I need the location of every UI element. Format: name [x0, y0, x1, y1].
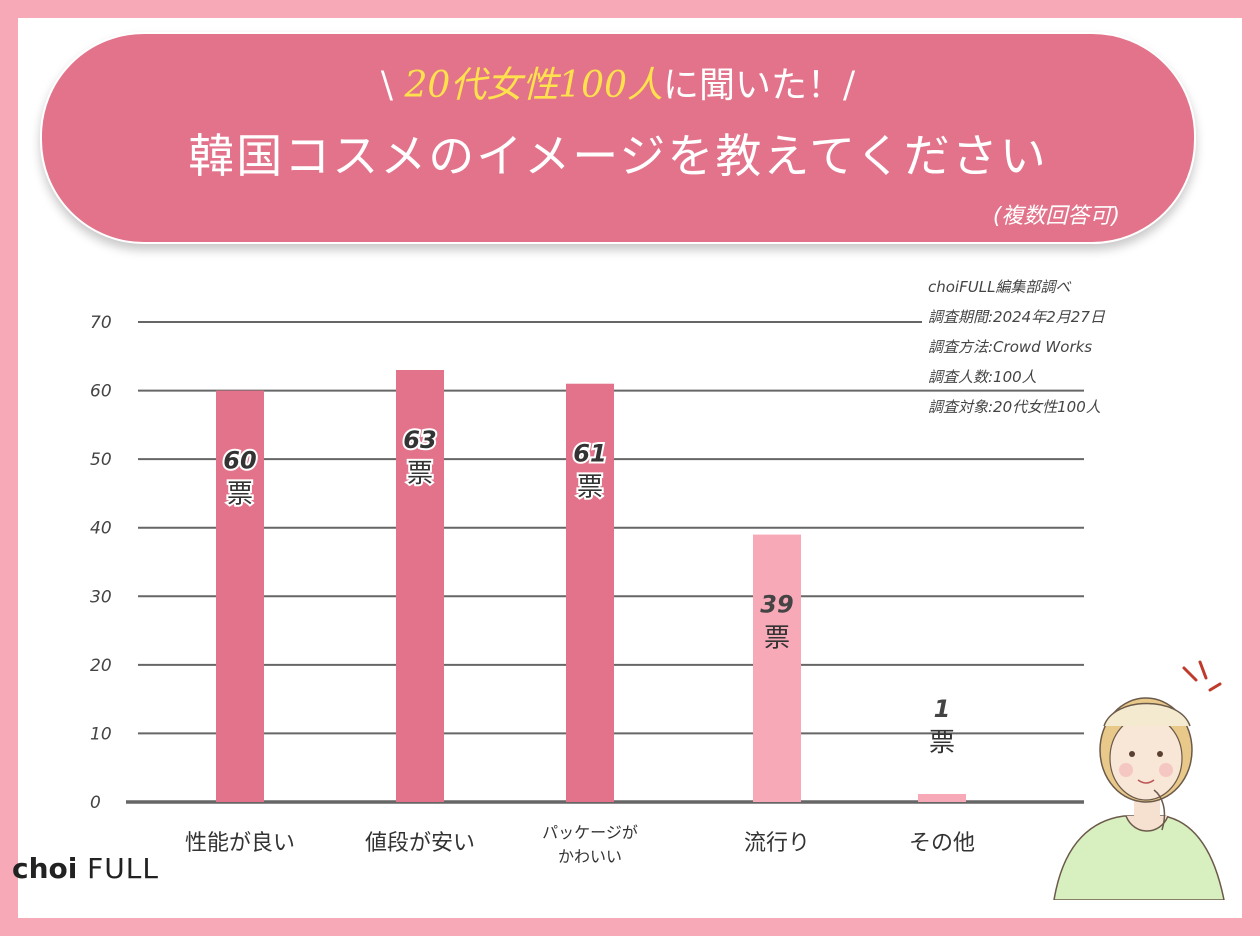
- title-banner: \ 20代女性100人に聞いた！/ 韓国コスメのイメージを教えてください (複数…: [40, 32, 1196, 244]
- bar-0: [216, 390, 264, 802]
- banner-subtitle: \ 20代女性100人に聞いた！/: [42, 56, 1194, 108]
- brand-logo-choi: choi: [12, 852, 78, 885]
- y-tick-label: 30: [90, 587, 112, 607]
- banner-subtitle-suffix: に聞いた！/: [662, 65, 856, 106]
- x-category-label: 値段が安い: [365, 831, 475, 856]
- bar-unit-label: 票: [227, 480, 253, 510]
- bar-1: [396, 370, 444, 802]
- bar-unit-label: 票: [929, 728, 955, 758]
- y-tick-label: 70: [90, 313, 112, 333]
- y-tick-label: 20: [90, 656, 112, 676]
- bar-3: [753, 534, 801, 802]
- bar-2: [566, 383, 614, 802]
- bar-value-label: 1: [934, 695, 951, 723]
- bar-unit-label: 票: [577, 473, 603, 503]
- survey-target: 調査対象:20代女性100人: [928, 398, 1101, 416]
- bar-unit-label: 票: [407, 459, 433, 489]
- x-category-label: 流行り: [744, 831, 810, 856]
- y-tick-label: 40: [90, 519, 112, 539]
- survey-source: choiFULL編集部調べ: [928, 278, 1071, 296]
- survey-method: 調査方法:Crowd Works: [928, 338, 1093, 356]
- x-category-label: パッケージがかわいい: [542, 823, 638, 866]
- multiple-answer-note: (複数回答可): [992, 204, 1120, 229]
- y-tick-label: 0: [90, 793, 101, 813]
- x-category-label: 性能が良い: [185, 831, 295, 856]
- bar-4: [918, 794, 966, 802]
- bar-unit-label: 票: [764, 624, 790, 654]
- brand-logo: choi FULL: [12, 852, 159, 885]
- banner-subtitle-prefix: \: [380, 65, 405, 106]
- survey-count: 調査人数:100人: [928, 368, 1037, 386]
- woman-illustration: [1053, 660, 1225, 900]
- survey-period: 調査期間:2024年2月27日: [928, 308, 1105, 326]
- y-tick-label: 50: [90, 450, 112, 470]
- bar-value-label: 39: [760, 591, 793, 619]
- bar-value-label: 60: [223, 447, 256, 475]
- banner-subtitle-highlight: 20代女性100人: [404, 65, 663, 106]
- bar-value-label: 61: [573, 440, 606, 468]
- bar-value-label: 63: [403, 426, 436, 454]
- survey-info: choiFULL編集部調べ 調査期間:2024年2月27日 調査方法:Crowd…: [928, 272, 1105, 422]
- x-category-label: その他: [909, 831, 975, 856]
- y-tick-label: 60: [90, 382, 112, 402]
- chart-title: 韓国コスメのイメージを教えてください: [188, 129, 1048, 183]
- brand-logo-full: FULL: [87, 852, 159, 885]
- y-tick-label: 10: [90, 724, 112, 744]
